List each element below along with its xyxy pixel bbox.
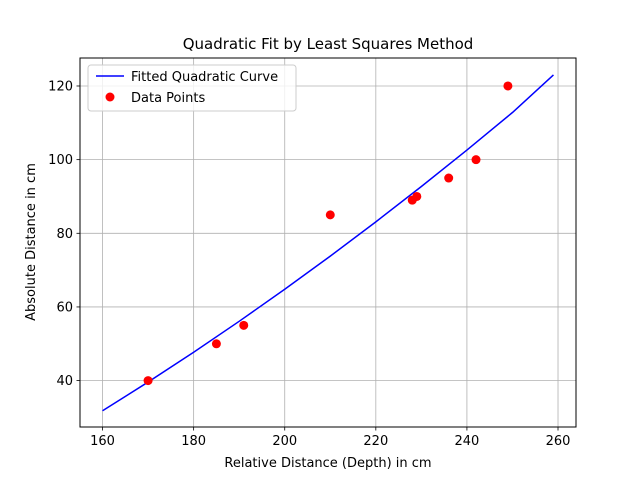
x-tick-label: 240 [455, 434, 480, 449]
y-tick-label: 40 [56, 374, 73, 389]
data-point [503, 81, 513, 91]
x-axis: 160 180 200 220 240 260 [90, 427, 570, 449]
plot-area [102, 74, 554, 412]
x-tick-label: 260 [546, 434, 571, 449]
chart-title: Quadratic Fit by Least Squares Method [183, 35, 474, 53]
x-tick-label: 180 [181, 434, 206, 449]
legend: Fitted Quadratic Curve Data Points [87, 64, 297, 112]
y-tick-label: 60 [56, 300, 73, 315]
data-point [412, 191, 422, 201]
y-tick-label: 100 [48, 153, 73, 168]
y-axis-label: Absolute Distance in cm [24, 163, 39, 321]
x-axis-label: Relative Distance (Depth) in cm [224, 456, 431, 471]
x-tick-label: 200 [272, 434, 297, 449]
x-tick-label: 220 [363, 434, 388, 449]
legend-label-data-points: Data Points [131, 91, 205, 106]
fitted-curve-line [102, 74, 554, 412]
legend-marker-swatch [105, 92, 115, 102]
y-tick-label: 120 [48, 79, 73, 94]
legend-label-fitted-curve: Fitted Quadratic Curve [131, 70, 278, 85]
data-point [143, 376, 153, 386]
y-axis: 40 60 80 100 120 [48, 79, 80, 389]
grid [80, 58, 576, 427]
data-point [325, 210, 335, 220]
data-point [211, 339, 221, 349]
y-tick-label: 80 [56, 227, 73, 242]
data-point [471, 155, 481, 165]
x-tick-label: 160 [90, 434, 115, 449]
data-point [444, 173, 454, 183]
data-point [239, 320, 249, 330]
legend-box [87, 64, 297, 112]
axes-frame [79, 57, 577, 428]
